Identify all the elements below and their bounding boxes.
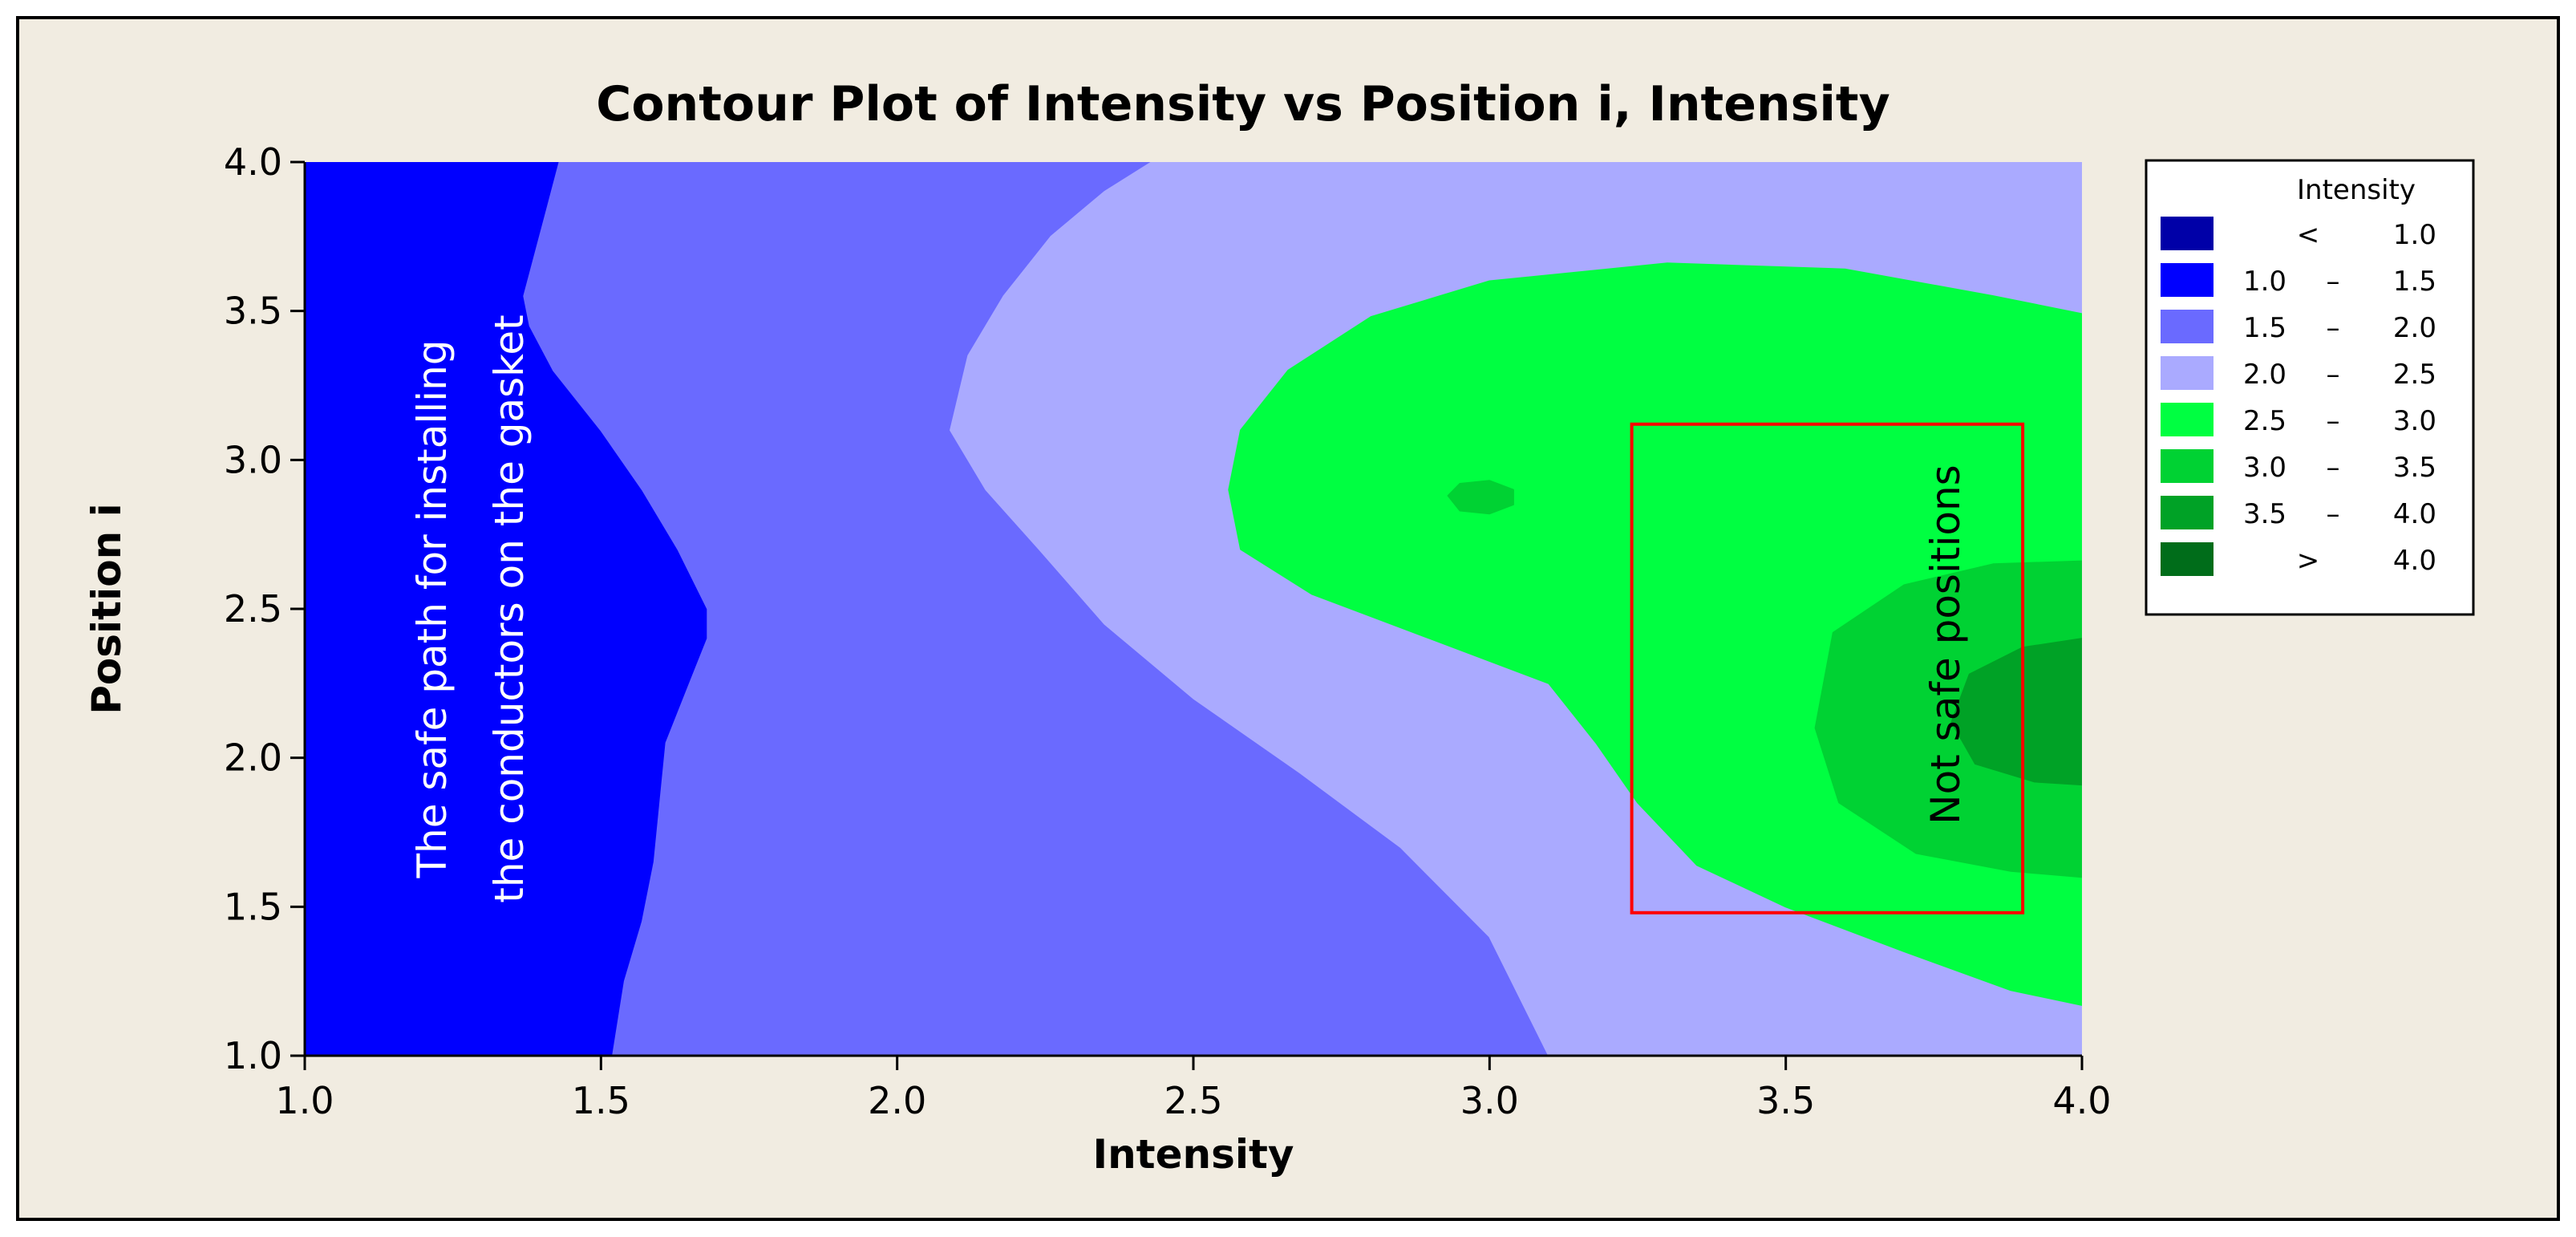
- legend-swatch: [2161, 496, 2213, 529]
- y-tick-label: 2.0: [224, 736, 282, 780]
- contour-region-4: [1447, 480, 1514, 515]
- x-tick-label: 3.5: [1756, 1079, 1815, 1122]
- legend-separator: –: [2327, 359, 2340, 391]
- y-tick-label: 2.5: [224, 587, 282, 631]
- x-tick-label: 4.0: [2052, 1079, 2111, 1122]
- y-tick-label: 3.5: [224, 290, 282, 333]
- not-safe-annotation: Not safe positions: [1922, 464, 1969, 825]
- x-tick-label: 2.0: [868, 1079, 926, 1122]
- y-tick-label: 1.5: [224, 885, 282, 928]
- legend-swatch: [2161, 217, 2213, 250]
- legend-low: 3.5: [2243, 498, 2286, 530]
- legend-low: >: [2297, 545, 2320, 577]
- axes: 1.0 1.5 2.0 2.5 3.0 3.5 4.0 1.0 1.5 2.0 2.5 3.0 3.5 4…: [83, 140, 2112, 1178]
- y-tick-label: 3.0: [224, 438, 282, 481]
- contour-region-3: [1814, 560, 2082, 878]
- plot-area: The safe path for installing the conducto…: [305, 162, 2082, 1056]
- unsafe-region-box: [1630, 422, 2025, 915]
- legend-high: 3.0: [2393, 405, 2436, 437]
- legend-low: 2.5: [2243, 405, 2286, 437]
- legend-high: 2.0: [2393, 312, 2436, 344]
- legend-swatch: [2161, 310, 2213, 343]
- legend-high: 2.5: [2393, 359, 2436, 391]
- y-axis-label: Position i: [83, 503, 130, 714]
- legend-separator: –: [2327, 498, 2340, 530]
- legend-separator: –: [2327, 452, 2340, 484]
- legend-low: 2.0: [2243, 359, 2286, 391]
- y-tick-label: 1.0: [224, 1034, 282, 1077]
- x-tick-label: 3.0: [1460, 1079, 1519, 1122]
- legend-high: 4.0: [2393, 545, 2436, 577]
- legend-high: 3.5: [2393, 452, 2436, 484]
- x-tick-label: 1.5: [572, 1079, 630, 1122]
- legend-swatch: [2161, 542, 2213, 576]
- legend-low: 3.0: [2243, 452, 2286, 484]
- legend-low: 1.5: [2243, 312, 2286, 344]
- contour-region-5: [1950, 638, 2082, 786]
- legend-low: 1.0: [2243, 266, 2286, 298]
- legend-separator: –: [2327, 405, 2340, 437]
- legend-title: Intensity: [2297, 174, 2416, 206]
- legend: Intensity < 1.0 1.0 – 1.5 1.5 – 2.0 2.0 – 2.5 2.5 – 3.…: [2145, 159, 2475, 616]
- x-tick-label: 2.5: [1164, 1079, 1222, 1122]
- legend-low: <: [2297, 219, 2320, 251]
- legend-separator: –: [2327, 266, 2340, 298]
- legend-separator: –: [2327, 312, 2340, 344]
- legend-high: 1.0: [2393, 219, 2436, 251]
- legend-swatch: [2161, 263, 2213, 297]
- x-axis-label: Intensity: [1092, 1131, 1294, 1178]
- legend-high: 4.0: [2393, 498, 2436, 530]
- legend-swatch: [2161, 356, 2213, 390]
- safe-path-annotation: The safe path for installing the conducto…: [409, 314, 533, 902]
- x-tick-label: 1.0: [275, 1079, 334, 1122]
- y-tick-label: 4.0: [224, 140, 282, 184]
- legend-swatch: [2161, 403, 2213, 436]
- legend-high: 1.5: [2393, 266, 2436, 298]
- chart-title: Contour Plot of Intensity vs Position i,…: [596, 76, 1889, 132]
- legend-swatch: [2161, 449, 2213, 483]
